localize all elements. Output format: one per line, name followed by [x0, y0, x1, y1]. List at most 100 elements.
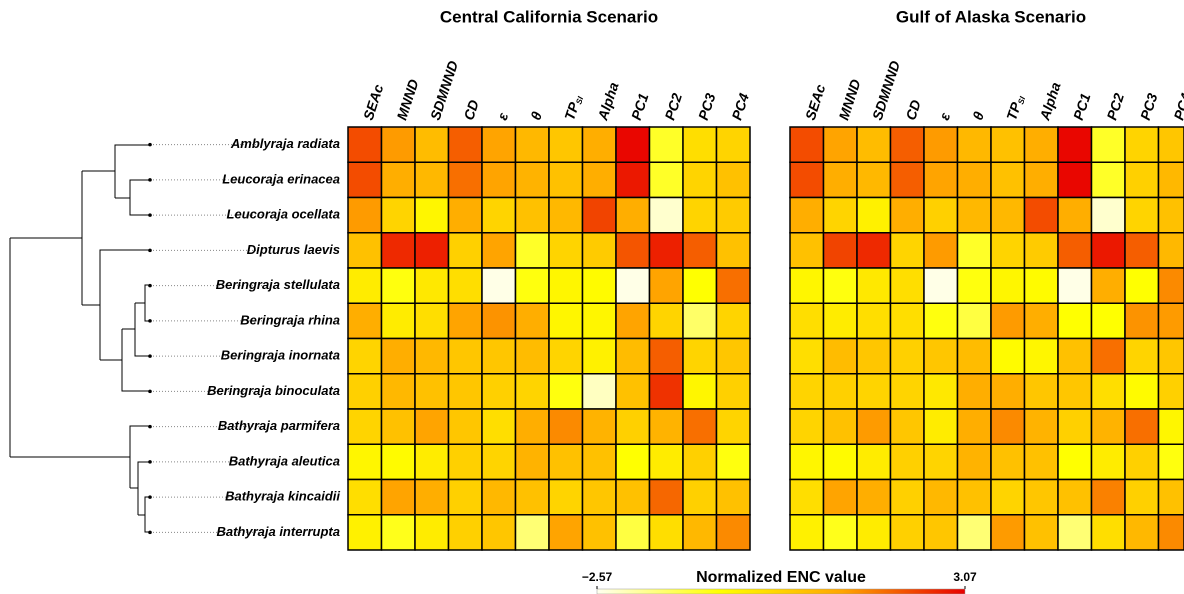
column-label-main: TP: [1003, 99, 1024, 122]
heat-cell: [789, 443, 825, 481]
heat-cell: [789, 514, 825, 551]
heat-cell: [347, 478, 383, 516]
heat-cell: [715, 267, 751, 304]
heat-cell: [648, 443, 684, 481]
heat-cell: [1057, 337, 1093, 375]
column-label: PC2: [661, 91, 685, 122]
heat-cell: [380, 373, 416, 410]
heat-cell: [889, 161, 925, 199]
heat-cell: [856, 443, 892, 481]
heat-cell: [648, 302, 684, 340]
column-label: MNND: [393, 77, 421, 122]
leaf: [148, 354, 152, 358]
heat-cell: [447, 514, 483, 551]
row-label: Beringraja binoculata: [207, 383, 340, 398]
heat-cell: [1124, 337, 1160, 375]
heat-cell: [1124, 196, 1160, 234]
heat-cell: [990, 408, 1026, 445]
heat-cell: [1157, 126, 1184, 163]
heat-cell: [1057, 196, 1093, 234]
heat-cell: [1157, 443, 1184, 481]
heat-cell: [990, 514, 1026, 551]
heat-cell: [889, 408, 925, 445]
heat-cell: [1157, 408, 1184, 445]
heat-cell: [990, 126, 1026, 163]
heat-cell: [822, 514, 858, 551]
heat-cell: [1023, 126, 1059, 163]
column-label: PC4: [728, 91, 752, 122]
heat-cell: [1057, 161, 1093, 199]
column-label: ε: [494, 110, 511, 122]
row-label: Beringraja stellulata: [216, 277, 340, 292]
heat-cell: [514, 161, 550, 199]
heat-cell: [1090, 373, 1126, 410]
heat-cell: [682, 373, 718, 410]
heat-cell: [581, 126, 617, 163]
heat-cell: [956, 408, 992, 445]
heat-cell: [789, 196, 825, 234]
heat-cell: [923, 161, 959, 199]
heat-cell: [956, 302, 992, 340]
heat-cell: [648, 232, 684, 269]
heat-cell: [581, 443, 617, 481]
heat-cell: [889, 196, 925, 234]
heat-cell: [481, 443, 517, 481]
heat-cell: [1124, 302, 1160, 340]
heat-cell: [447, 337, 483, 375]
heat-cell: [581, 408, 617, 445]
heat-cell: [856, 126, 892, 163]
heat-cell: [380, 408, 416, 445]
heat-cell: [856, 408, 892, 445]
heat-cell: [581, 302, 617, 340]
heat-cell: [923, 126, 959, 163]
heat-cell: [789, 337, 825, 375]
heat-cell: [648, 161, 684, 199]
heat-cell: [956, 478, 992, 516]
heat-cell: [1090, 443, 1126, 481]
heat-cell: [1157, 161, 1184, 199]
heat-cell: [789, 478, 825, 516]
heat-cell: [923, 373, 959, 410]
heat-cell: [481, 126, 517, 163]
heat-cell: [1023, 337, 1059, 375]
colorbar-tick-label: −2.57: [582, 570, 613, 584]
heat-cell: [889, 478, 925, 516]
heat-cell: [548, 232, 584, 269]
heat-cell: [1090, 267, 1126, 304]
column-label-main: TP: [561, 99, 582, 122]
heat-cell: [923, 514, 959, 551]
leaf: [148, 283, 152, 288]
heat-cell: [447, 126, 483, 163]
heat-cell: [347, 232, 383, 269]
column-label: SEAc: [360, 82, 387, 122]
heat-cell: [548, 196, 584, 234]
heat-cell: [856, 232, 892, 269]
heat-cell: [615, 514, 651, 551]
heat-cell: [447, 478, 483, 516]
heat-cell: [956, 126, 992, 163]
heat-cell: [581, 373, 617, 410]
heat-cell: [1157, 302, 1184, 340]
heat-cell: [648, 126, 684, 163]
heat-cell: [1124, 232, 1160, 269]
heat-cell: [347, 302, 383, 340]
heat-cell: [1090, 126, 1126, 163]
heat-cell: [889, 302, 925, 340]
column-label: PC1: [628, 91, 652, 122]
heat-cell: [648, 267, 684, 304]
heat-cell: [715, 408, 751, 445]
heat-cell: [856, 161, 892, 199]
heat-cell: [347, 514, 383, 551]
heat-cell: [923, 337, 959, 375]
heat-cell: [414, 196, 450, 234]
heat-cell: [1057, 373, 1093, 410]
column-label: PC1: [1070, 91, 1094, 122]
heat-cell: [990, 196, 1026, 234]
heat-cell: [347, 373, 383, 410]
heat-cell: [822, 161, 858, 199]
heat-cell: [514, 302, 550, 340]
heat-cell: [380, 232, 416, 269]
heat-cell: [347, 161, 383, 199]
heat-cell: [923, 196, 959, 234]
